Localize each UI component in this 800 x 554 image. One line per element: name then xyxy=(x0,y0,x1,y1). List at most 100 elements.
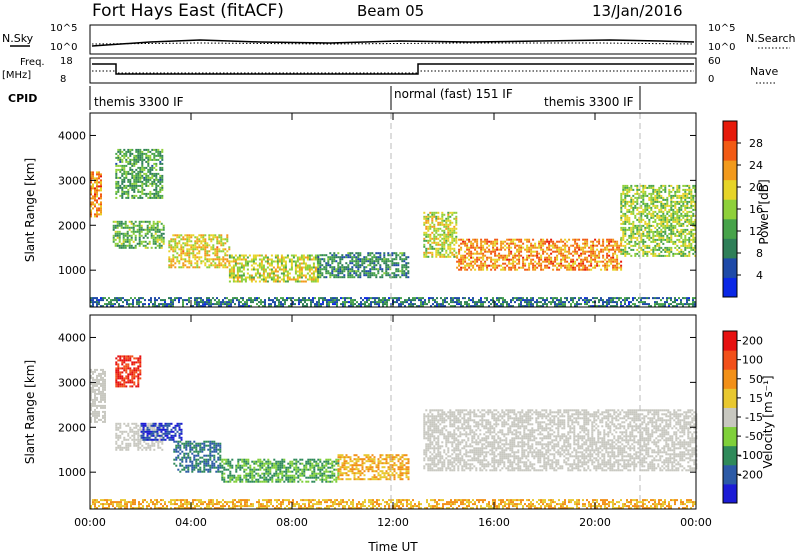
heatmap-cell xyxy=(684,238,687,241)
heatmap-cell xyxy=(592,250,595,253)
heatmap-cell xyxy=(532,268,535,271)
heatmap-cell xyxy=(664,254,667,257)
heatmap-cell xyxy=(594,264,597,267)
heatmap-cell xyxy=(256,264,259,267)
heatmap-cell xyxy=(208,264,211,267)
heatmap-cell xyxy=(692,204,695,207)
heatmap-cell xyxy=(512,264,515,267)
heatmap-cell xyxy=(688,188,691,191)
heatmap-cell xyxy=(496,260,499,263)
heatmap-cell xyxy=(652,248,655,251)
heatmap-cell xyxy=(242,256,245,259)
heatmap-cell xyxy=(694,238,697,241)
heatmap-cell xyxy=(630,230,633,233)
heatmap-cell xyxy=(630,305,632,308)
heatmap-cell xyxy=(108,303,110,306)
heatmap-cell xyxy=(429,245,432,248)
heatmap-cell xyxy=(131,148,134,151)
heatmap-cell xyxy=(123,385,126,388)
heatmap-cell xyxy=(572,254,575,257)
heatmap-cell xyxy=(405,276,408,279)
heatmap-cell xyxy=(104,392,106,395)
heatmap-cell xyxy=(90,374,92,377)
heatmap-cell xyxy=(319,266,322,269)
heatmap-cell xyxy=(441,241,444,244)
heatmap-cell xyxy=(466,246,469,249)
heatmap-cell xyxy=(347,270,350,273)
heatmap-cell xyxy=(214,250,217,253)
heatmap-cell xyxy=(680,248,683,251)
heatmap-cell xyxy=(452,305,454,308)
heatmap-cell xyxy=(672,218,675,221)
heatmap-cell xyxy=(127,196,130,199)
heatmap-cell xyxy=(560,252,563,255)
heatmap-cell xyxy=(580,254,583,257)
heatmap-cell xyxy=(368,297,370,300)
heatmap-cell xyxy=(394,297,396,300)
heatmap-cell xyxy=(190,297,192,300)
heatmap-cell xyxy=(141,164,144,167)
heatmap-cell xyxy=(684,218,687,221)
heatmap-cell xyxy=(425,221,428,224)
heatmap-cell xyxy=(656,222,659,225)
heatmap-cell xyxy=(308,268,311,271)
heatmap-cell xyxy=(401,252,404,255)
heatmap-cell xyxy=(640,190,643,193)
heatmap-cell xyxy=(393,258,396,261)
heatmap-cell xyxy=(96,183,98,186)
heatmap-cell xyxy=(141,184,144,187)
heatmap-cell xyxy=(502,258,505,261)
heatmap-cell xyxy=(644,220,647,223)
heatmap-cell xyxy=(343,276,346,279)
heatmap-cell xyxy=(160,303,162,306)
heatmap-cell xyxy=(474,246,477,249)
heatmap-cell xyxy=(400,303,402,306)
power-panel-bg xyxy=(90,113,696,307)
heatmap-cell xyxy=(678,232,681,235)
heatmap-cell xyxy=(518,252,521,255)
heatmap-cell xyxy=(355,270,358,273)
heatmap-cell xyxy=(484,260,487,263)
heatmap-cell xyxy=(445,217,448,220)
heatmap-cell xyxy=(180,266,183,269)
heatmap-cell xyxy=(137,170,140,173)
heatmap-cell xyxy=(504,266,507,269)
heatmap-cell xyxy=(556,250,559,253)
heatmap-cell xyxy=(632,299,634,302)
heatmap-cell xyxy=(580,248,583,251)
heatmap-cell xyxy=(172,301,174,304)
heatmap-cell xyxy=(427,241,430,244)
heatmap-cell xyxy=(680,194,683,197)
heatmap-cell xyxy=(115,375,118,378)
heatmap-cell xyxy=(468,262,471,265)
heatmap-cell xyxy=(652,196,655,199)
heatmap-cell xyxy=(526,240,529,243)
heatmap-cell xyxy=(104,416,106,419)
heatmap-cell xyxy=(405,256,408,259)
heatmap-cell xyxy=(690,190,693,193)
heatmap-cell xyxy=(190,240,193,243)
heatmap-cell xyxy=(317,258,320,261)
heatmap-cell xyxy=(686,254,689,257)
heatmap-cell xyxy=(210,248,213,251)
heatmap-cell xyxy=(690,234,693,237)
heatmap-cell xyxy=(588,268,591,271)
heatmap-cell xyxy=(431,211,434,214)
heatmap-cell xyxy=(686,238,689,241)
heatmap-cell xyxy=(622,252,625,255)
heatmap-cell xyxy=(282,278,285,281)
heatmap-cell xyxy=(161,188,164,191)
heatmap-cell xyxy=(480,242,483,245)
heatmap-cell xyxy=(260,266,263,269)
heatmap-cell xyxy=(102,384,104,387)
heatmap-cell xyxy=(147,158,150,161)
heatmap-cell xyxy=(482,244,485,247)
heatmap-cell xyxy=(443,243,446,246)
heatmap-cell xyxy=(692,297,694,300)
heatmap-cell xyxy=(660,200,663,203)
heatmap-cell xyxy=(117,156,120,159)
heatmap-cell xyxy=(592,258,595,261)
heatmap-cell xyxy=(100,398,102,401)
heatmap-cell xyxy=(520,303,522,306)
heatmap-cell xyxy=(123,383,126,386)
